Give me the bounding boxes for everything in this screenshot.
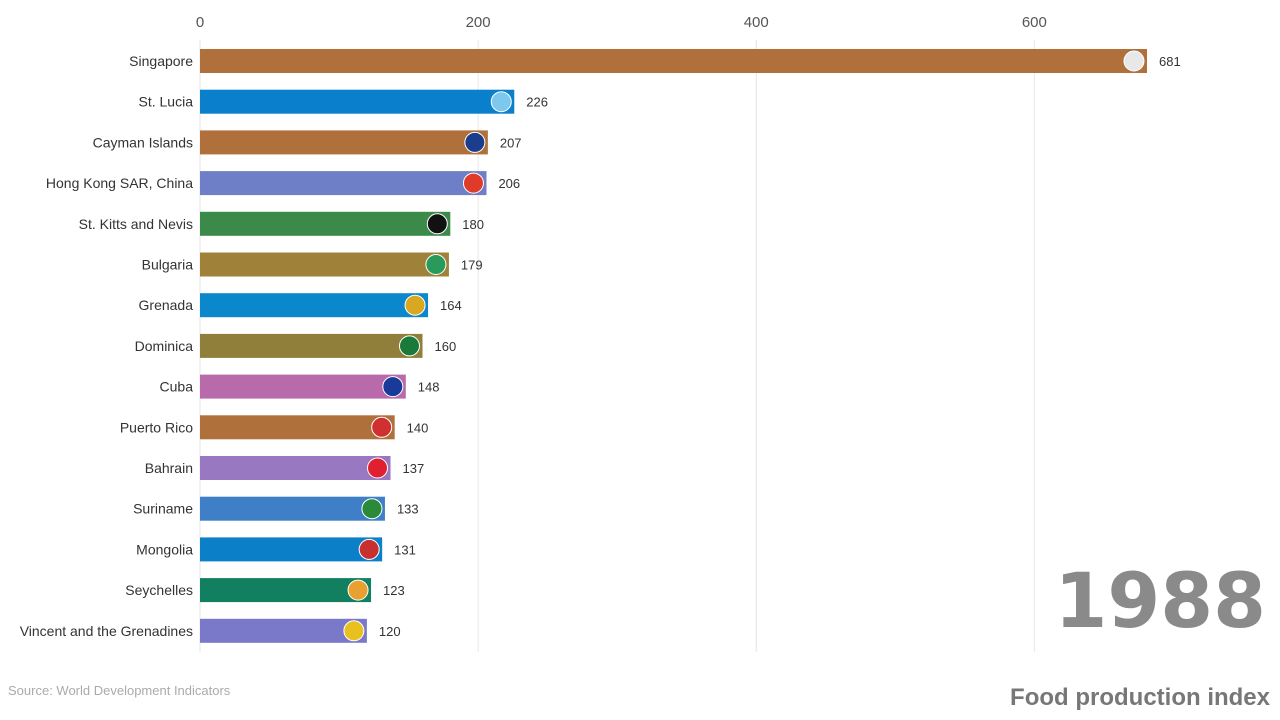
bar-group: Vincent and the Grenadines 120 xyxy=(20,618,401,643)
bar-group: Bulgaria 179 xyxy=(142,252,483,277)
flag-icon xyxy=(464,131,486,153)
value-label: 160 xyxy=(434,339,456,354)
value-label: 137 xyxy=(403,461,425,476)
bar xyxy=(200,252,449,277)
category-label: Vincent and the Grenadines xyxy=(20,623,193,639)
value-label: 179 xyxy=(461,258,483,273)
bar-group: Puerto Rico 140 xyxy=(120,415,429,440)
category-label: Cayman Islands xyxy=(93,134,193,150)
flag-icon xyxy=(371,416,393,438)
bar-group: Mongolia 131 xyxy=(136,537,416,562)
bar-group: Hong Kong SAR, China 206 xyxy=(46,171,520,196)
bar-group: Singapore 681 xyxy=(129,49,1181,73)
value-label: 681 xyxy=(1159,54,1181,69)
flag-icon xyxy=(382,376,404,398)
x-tick-label: 0 xyxy=(196,14,204,31)
bar-group: Dominica 160 xyxy=(135,333,456,358)
category-label: Seychelles xyxy=(125,582,193,598)
bar-group: Cuba 148 xyxy=(160,374,440,399)
bar xyxy=(200,333,423,358)
category-label: Grenada xyxy=(139,297,194,313)
value-label: 226 xyxy=(526,95,548,110)
bar xyxy=(200,618,367,643)
value-label: 148 xyxy=(418,380,440,395)
bar xyxy=(200,456,391,480)
year-label: 1988 xyxy=(1054,556,1266,645)
flag-icon xyxy=(343,620,365,642)
value-label: 140 xyxy=(407,420,429,435)
bar xyxy=(200,130,488,155)
flag-icon xyxy=(347,579,369,601)
bar-group: Cayman Islands 207 xyxy=(93,130,522,155)
flag-icon xyxy=(361,498,383,520)
bar xyxy=(200,374,406,399)
x-tick-label: 200 xyxy=(466,14,491,31)
flag-icon xyxy=(367,457,389,479)
bar xyxy=(200,496,385,521)
flag-icon xyxy=(398,335,420,357)
flag-icon xyxy=(1123,50,1145,72)
value-label: 133 xyxy=(397,502,419,517)
value-label: 164 xyxy=(440,298,462,313)
bar xyxy=(200,415,395,440)
value-label: 207 xyxy=(500,135,522,150)
source-label: Source: World Development Indicators xyxy=(8,683,231,698)
bar xyxy=(200,293,429,318)
bar-group: Bahrain 137 xyxy=(145,456,424,480)
bar xyxy=(200,171,487,196)
bar-group: Seychelles 123 xyxy=(125,578,405,603)
category-label: Singapore xyxy=(129,53,193,69)
flag-icon xyxy=(426,213,448,235)
bar-group: St. Kitts and Nevis 180 xyxy=(79,211,484,236)
category-label: St. Kitts and Nevis xyxy=(79,216,193,232)
category-label: Mongolia xyxy=(136,541,193,557)
category-label: Suriname xyxy=(133,501,193,517)
x-tick-label: 600 xyxy=(1022,14,1047,31)
bar xyxy=(200,89,515,114)
bar xyxy=(200,537,383,562)
category-label: Cuba xyxy=(160,379,194,395)
bar-group: Grenada 164 xyxy=(139,293,462,318)
bar-group: St. Lucia 226 xyxy=(139,89,548,114)
category-label: Dominica xyxy=(135,338,194,354)
value-label: 123 xyxy=(383,583,405,598)
value-label: 120 xyxy=(379,624,401,639)
value-label: 131 xyxy=(394,542,416,557)
bar xyxy=(200,49,1147,73)
bar xyxy=(200,211,451,236)
category-label: Puerto Rico xyxy=(120,419,193,435)
category-label: St. Lucia xyxy=(139,94,194,110)
flag-icon xyxy=(404,294,426,316)
bar xyxy=(200,578,372,603)
flag-icon xyxy=(358,538,380,560)
bar-group: Suriname 133 xyxy=(133,496,419,521)
category-label: Bulgaria xyxy=(142,257,194,273)
category-label: Bahrain xyxy=(145,460,193,476)
x-tick-label: 400 xyxy=(744,14,769,31)
value-label: 206 xyxy=(498,176,520,191)
category-label: Hong Kong SAR, China xyxy=(46,175,193,191)
chart-title: Food production index xyxy=(1010,684,1270,711)
flag-icon xyxy=(490,91,512,113)
flag-icon xyxy=(462,172,484,194)
value-label: 180 xyxy=(462,217,484,232)
flag-icon xyxy=(425,254,447,275)
